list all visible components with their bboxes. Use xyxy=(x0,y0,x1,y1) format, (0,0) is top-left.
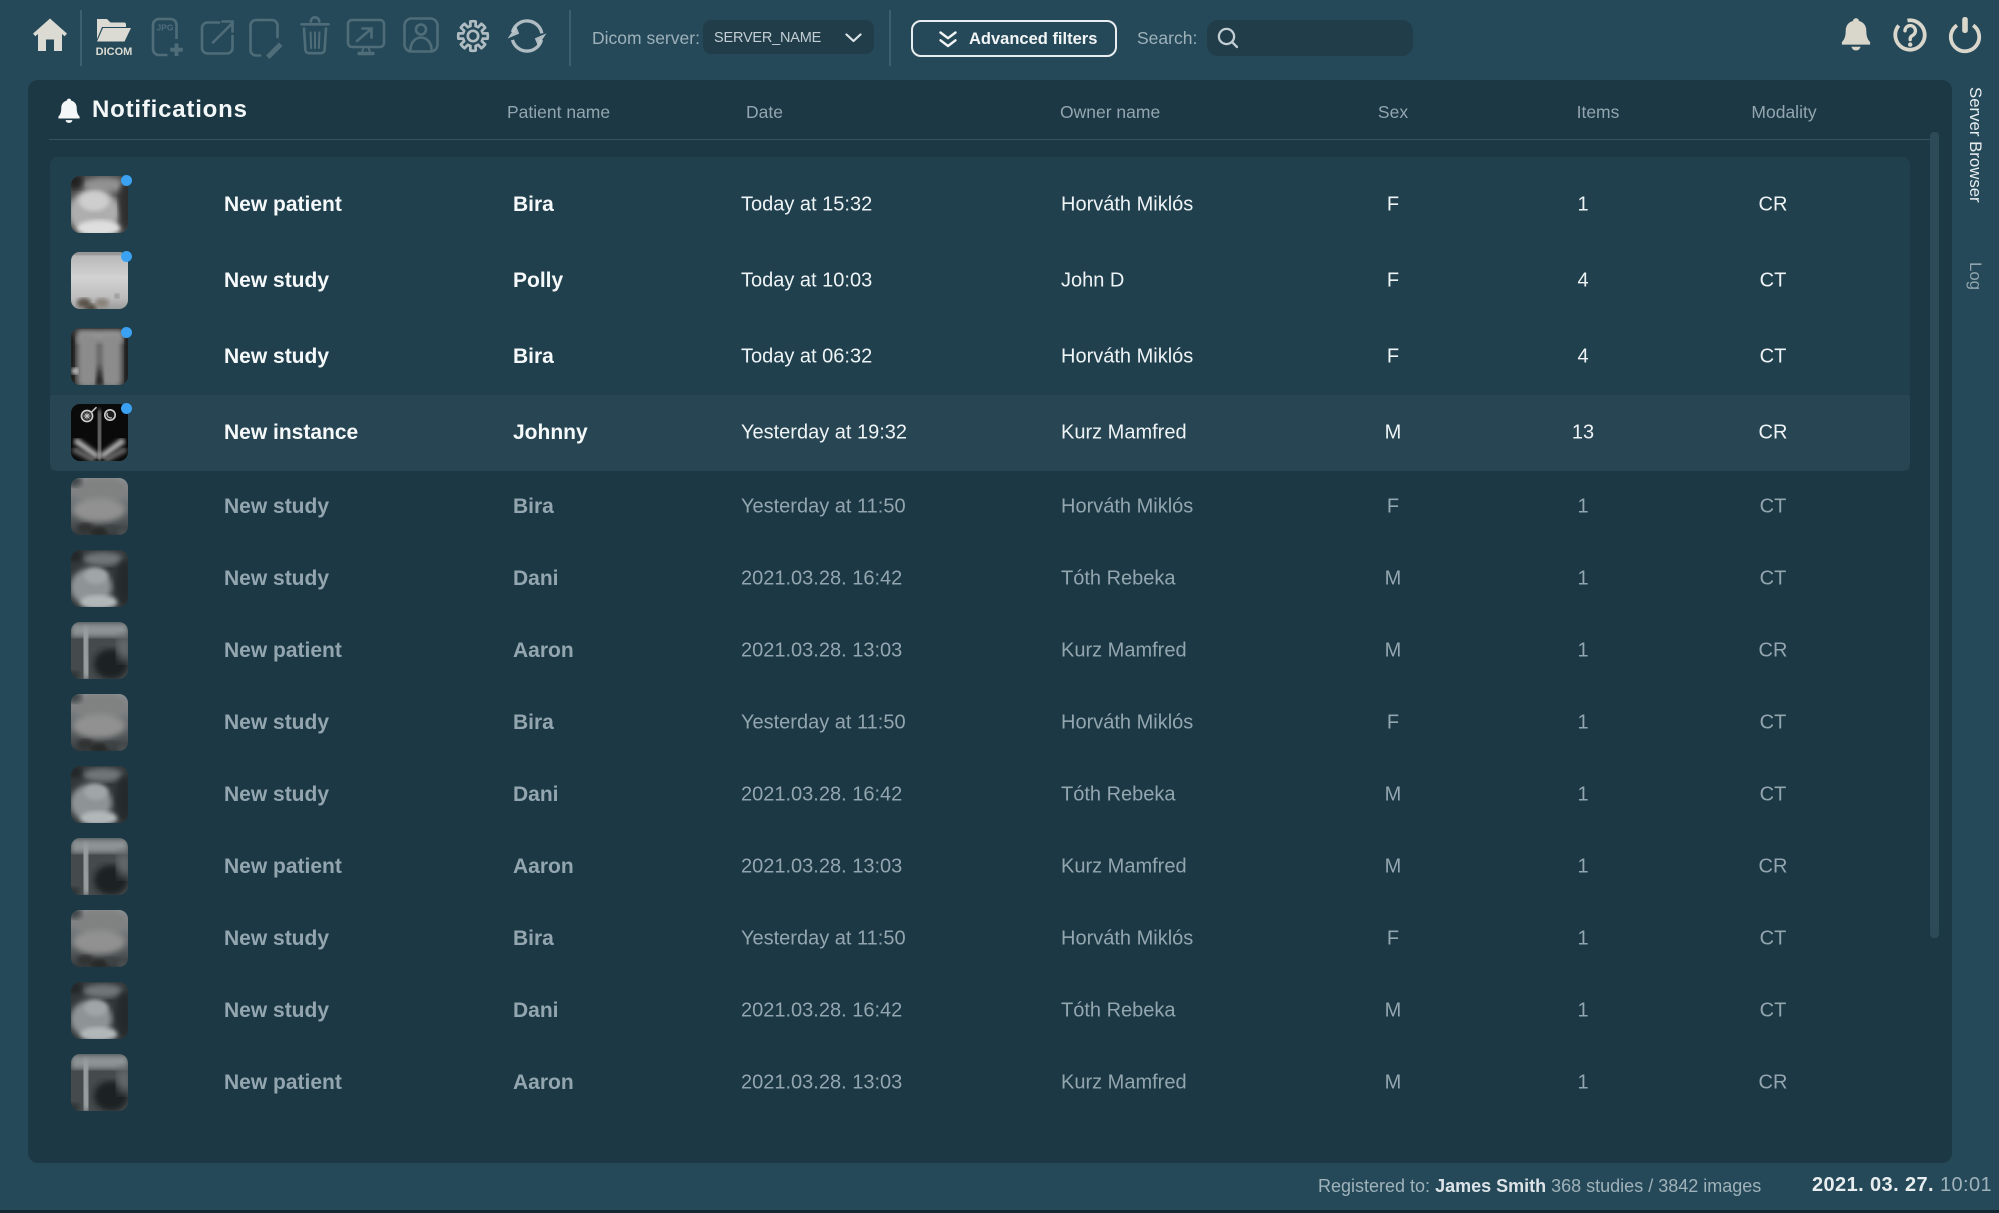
svg-text:DICOM: DICOM xyxy=(96,46,133,58)
svg-text:JPG: JPG xyxy=(156,23,173,33)
